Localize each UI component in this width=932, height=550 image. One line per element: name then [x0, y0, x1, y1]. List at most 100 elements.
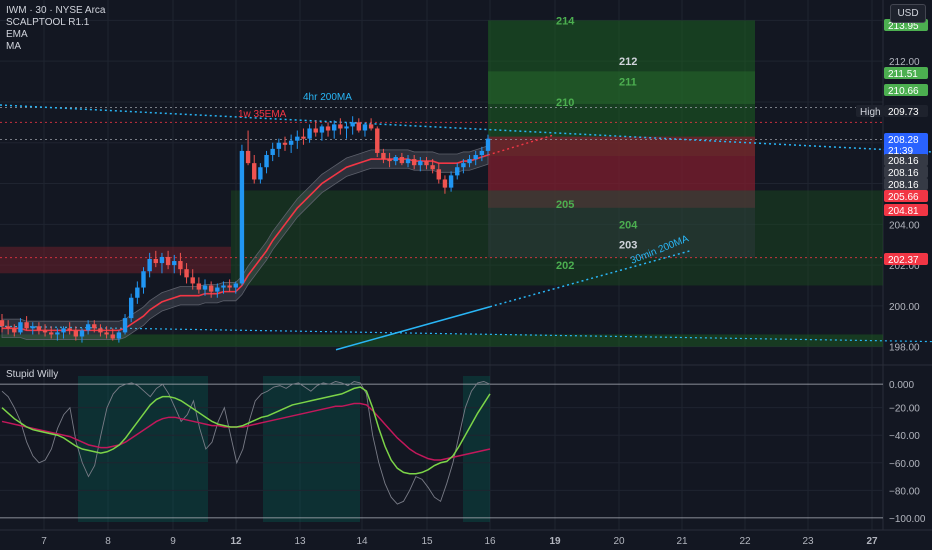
annotation-1w-35ema: 1w 35EMA [238, 109, 287, 120]
candle-body [104, 332, 109, 335]
candle-body [239, 150, 245, 284]
price-tag-label: 208.16 [888, 180, 919, 191]
ma-30min-200-solid [335, 305, 491, 351]
level-label: 212 [619, 56, 637, 68]
candle-body [307, 128, 312, 139]
candle-body [227, 285, 232, 288]
candle-body [98, 328, 103, 333]
candle-body [85, 324, 91, 331]
price-tick-label: 200.00 [889, 302, 920, 313]
legend-item-scalptool[interactable]: SCALPTOOL R1.1 [6, 17, 90, 28]
price-tag [884, 178, 928, 190]
candle-body [381, 152, 386, 160]
price-tag-label: 208.16 [888, 168, 919, 179]
candle-body [202, 285, 208, 290]
candle-body [190, 277, 195, 284]
price-tag [884, 67, 928, 79]
candle-body [116, 332, 122, 339]
zone-target-inner [488, 71, 755, 105]
level-label: 210 [556, 97, 574, 109]
price-tag [884, 190, 928, 202]
price-tick-label: 212.00 [889, 57, 920, 68]
candle-body [221, 285, 226, 288]
time-tick-label: 22 [739, 536, 751, 547]
time-tick-label: 13 [294, 536, 306, 547]
candle-body [178, 261, 183, 270]
price-tag-caption: High [860, 107, 881, 118]
time-tick-label: 9 [170, 536, 176, 547]
time-tick-label: 16 [484, 536, 496, 547]
time-tick-label: 8 [105, 536, 111, 547]
zone-support-green [231, 190, 883, 286]
candle-body [135, 287, 140, 298]
indicator-slow-line [1, 402, 491, 461]
price-tag-caption-bg [856, 105, 884, 117]
candle-body [153, 258, 158, 264]
legend-item-ema[interactable]: EMA [6, 29, 28, 40]
time-tick-label: 23 [802, 536, 814, 547]
price-tag-label: 210.66 [888, 86, 919, 97]
candle-body [128, 297, 134, 319]
candle-body [387, 159, 392, 162]
price-tag-label: 202.37 [888, 255, 919, 266]
candle-body [473, 154, 478, 160]
candle-body [55, 332, 60, 335]
legend-symbol[interactable]: IWM · 30 · NYSE Arca [6, 5, 106, 16]
candle-body [436, 169, 441, 180]
candle-body [362, 124, 368, 131]
zone-base-green [0, 334, 883, 347]
candle-body [325, 126, 331, 131]
candle-body [411, 159, 417, 166]
candle-body [49, 332, 54, 335]
candle-body [196, 283, 202, 290]
candle-body [405, 159, 411, 164]
price-tick-label: 202.00 [889, 261, 920, 272]
ma-4hr-200-line [0, 104, 932, 153]
candle-body [295, 136, 300, 141]
candle-body [110, 334, 115, 339]
candle-body [67, 328, 72, 331]
indicator-shade [108, 376, 208, 522]
candle-body [393, 157, 398, 162]
candle-body [159, 256, 165, 264]
indicator-tick-label: −60.00 [889, 459, 920, 470]
candle-body [73, 330, 79, 337]
candle-body [430, 165, 435, 170]
price-tag-time: 21:39 [888, 146, 913, 157]
price-tag-label: 211.51 [888, 69, 918, 80]
level-label: 205 [556, 199, 574, 211]
candle-body [5, 326, 11, 329]
candle-body [461, 163, 466, 168]
indicator-tick-label: −80.00 [889, 486, 920, 497]
price-tag [884, 133, 928, 157]
candle-body [252, 163, 257, 180]
candle-body [448, 175, 454, 188]
time-tick-label: 15 [421, 536, 433, 547]
candle-body [208, 285, 214, 292]
indicator-shade [263, 376, 360, 522]
candle-body [147, 258, 152, 272]
indicator-tick-label: −40.00 [889, 431, 920, 442]
candle-body [368, 124, 374, 129]
currency-button[interactable]: USD [890, 4, 926, 23]
level-label: 202 [556, 260, 574, 272]
annotation-4hr-200ma: 4hr 200MA [303, 92, 352, 103]
candle-body [18, 322, 23, 333]
candle-body [288, 140, 294, 145]
candle-body [485, 138, 491, 151]
candle-body [350, 122, 355, 127]
indicator-title[interactable]: Stupid Willy [6, 369, 59, 380]
legend-item-ma[interactable]: MA [6, 41, 21, 52]
level-label: 211 [619, 77, 637, 89]
candle-body [42, 330, 48, 333]
candle-body [172, 261, 177, 266]
level-label: 214 [556, 15, 575, 27]
price-tag-label: 208.28 [888, 135, 919, 146]
candle-body [245, 150, 251, 164]
price-tag [884, 204, 928, 216]
time-tick-label: 12 [230, 536, 242, 547]
level-label: 203 [619, 240, 637, 252]
candle-body [399, 157, 405, 164]
